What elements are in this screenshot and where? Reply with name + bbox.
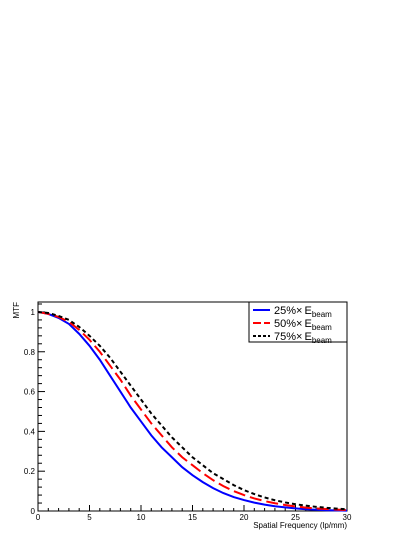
series-line [37, 310, 348, 511]
y-tick-label: 0.4 [24, 427, 36, 436]
series-layer [37, 310, 348, 512]
x-tick-label: 10 [137, 513, 146, 522]
x-tick-label: 30 [343, 513, 352, 522]
y-tick-label: 1 [31, 308, 36, 317]
y-axis-title: MTF [12, 302, 21, 319]
y-tick-label: 0 [31, 507, 36, 516]
x-tick-label: 15 [188, 513, 197, 522]
x-axis-title: Spatial Frequency (lp/mm) [253, 521, 347, 530]
y-tick-label: 0.2 [24, 467, 36, 476]
legend-label: 50%× Ebeam [274, 318, 332, 332]
legend-label: 25%× Ebeam [274, 305, 332, 319]
x-tick-label: 0 [36, 513, 41, 522]
y-tick-label: 0.8 [24, 348, 36, 357]
x-tick-label: 5 [87, 513, 92, 522]
legend-label: 75%× Ebeam [274, 331, 332, 345]
x-tick-label: 25 [291, 513, 300, 522]
x-tick-label: 20 [240, 513, 249, 522]
x-axis: 0 5 10 15 20 25 30 [36, 505, 352, 522]
y-axis: 0 0.2 0.4 0.6 0.8 1 [24, 303, 45, 516]
y-tick-label: 0.6 [24, 388, 36, 397]
series-line [37, 310, 348, 511]
series-line [37, 310, 348, 512]
